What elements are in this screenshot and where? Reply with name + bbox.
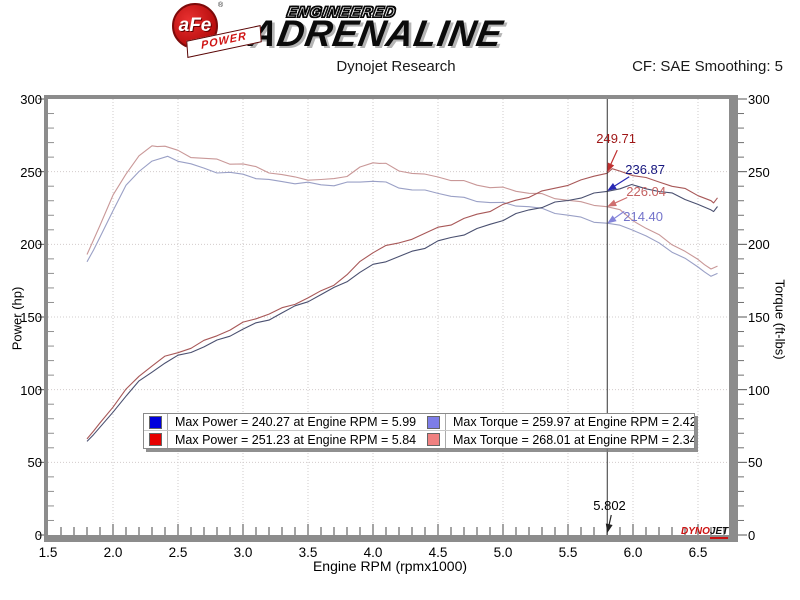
callout-torque-afe-arrowhead: [607, 199, 617, 207]
smoothing-label: CF: SAE Smoothing: 5: [632, 58, 783, 75]
y-right-tick-label: 250: [748, 164, 770, 180]
legend-text: Max Torque = 259.97 at Engine RPM = 2.42: [453, 415, 694, 429]
y-right-tick-label: 150: [748, 310, 770, 325]
callout-power-afe-label: 249.71: [596, 131, 637, 147]
cursor-arrowhead: [605, 523, 613, 533]
legend-entry: Max Power = 240.27 at Engine RPM = 5.99: [144, 414, 422, 431]
x-tick-label: 5.5: [558, 545, 578, 560]
y-left-tick-label: 250: [20, 164, 42, 180]
plot-border-bottom: [44, 535, 738, 542]
legend-swatch-cell: [422, 414, 446, 430]
legend-swatch: [149, 433, 162, 446]
x-tick-label: 5.0: [493, 545, 513, 560]
legend-swatch: [427, 415, 440, 429]
legend-text: Max Torque = 268.01 at Engine RPM = 2.34: [453, 432, 694, 447]
legend-text: Max Power = 251.23 at Engine RPM = 5.84: [175, 432, 417, 447]
y-left-tick-label: 0: [34, 528, 42, 543]
tagline-adrenaline: ADRENALINE: [246, 13, 507, 54]
watermark-jet: JET: [709, 526, 729, 539]
x-tick-label: 4.0: [363, 545, 383, 560]
x-tick-label: 3.5: [298, 545, 318, 560]
chart-title: Dynojet Research: [336, 58, 456, 75]
callout-torque-stock-label: 214.40: [623, 209, 664, 225]
cursor-label: 5.802: [593, 498, 626, 513]
callout-power-stock-arrow: [611, 176, 630, 189]
x-tick-label: 1.5: [38, 545, 58, 560]
y-right-tick-label: 100: [748, 382, 770, 398]
y-right-tick-label: 0: [748, 528, 756, 543]
legend-swatch: [427, 433, 440, 446]
legend-box: Max Power = 240.27 at Engine RPM = 5.99 M…: [143, 413, 695, 449]
dynojet-watermark: DYNOJET: [681, 526, 729, 539]
legend-swatch-cell: [422, 431, 446, 448]
curve-torque-stock: [86, 155, 718, 277]
legend-swatch-cell: [144, 431, 168, 448]
callout-torque-afe-label: 226.04: [626, 184, 667, 200]
plot-border-right: [729, 95, 738, 542]
y-left-tick-label: 200: [20, 237, 42, 253]
afe-logo-text: aFe: [178, 15, 212, 36]
x-tick-label: 2.5: [168, 545, 188, 560]
callout-power-stock-arrowhead: [607, 182, 617, 191]
watermark-dyno: DYNO: [681, 526, 710, 537]
y-right-tick-label: 50: [748, 455, 763, 471]
legend-swatch: [149, 415, 162, 429]
callout-torque-stock-arrowhead: [607, 215, 617, 224]
callout-power-afe-arrowhead: [607, 162, 615, 173]
legend-swatch-cell: [144, 414, 168, 430]
y-left-tick-label: 50: [27, 455, 42, 471]
legend-text: Max Power = 240.27 at Engine RPM = 5.99: [175, 415, 417, 429]
legend-entry: Max Power = 251.23 at Engine RPM = 5.84: [144, 431, 422, 448]
x-tick-label: 6.0: [623, 545, 643, 560]
legend-entry: Max Torque = 268.01 at Engine RPM = 2.34: [422, 431, 694, 448]
y-left-tick-label: 100: [20, 382, 42, 398]
y-left-tick-label: 300: [20, 92, 42, 107]
y-right-tick-label: 300: [748, 92, 770, 107]
callout-power-stock-label: 236.87: [625, 161, 666, 177]
x-tick-label: 3.0: [233, 545, 253, 560]
x-tick-label: 2.0: [103, 545, 123, 560]
curve-power-stock: [86, 183, 718, 442]
plot-border-top: [44, 95, 738, 99]
curve-power-afe: [86, 168, 718, 440]
plot-border-left: [44, 95, 48, 542]
y-right-tick-label: 200: [748, 237, 770, 253]
curve-torque-afe: [86, 145, 718, 270]
y-left-tick-label: 150: [20, 310, 42, 325]
legend-entry: Max Torque = 259.97 at Engine RPM = 2.42: [422, 414, 694, 431]
x-axis-title: Engine RPM (rpmx1000): [312, 558, 468, 574]
x-tick-label: 4.5: [428, 545, 448, 560]
x-tick-label: 6.5: [688, 545, 708, 560]
registered-mark: ®: [218, 2, 224, 9]
callout-power-afe-arrow: [609, 149, 618, 167]
